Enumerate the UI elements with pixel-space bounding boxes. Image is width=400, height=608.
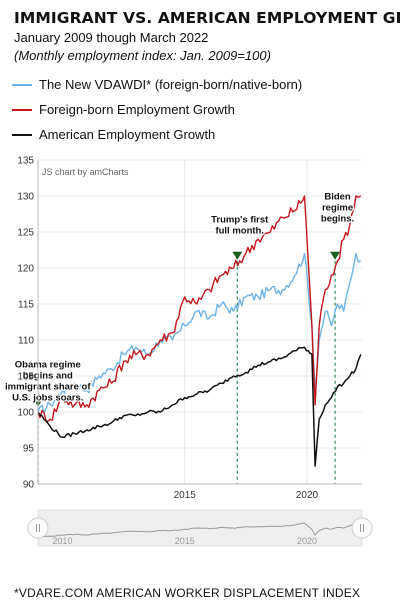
legend-item-vdawdi[interactable]: The New VDAWDI* (foreign-born/native-bor… <box>12 72 302 97</box>
scrollbar-handle-left[interactable] <box>27 517 49 539</box>
series-line-foreign <box>37 195 362 423</box>
y-tick-label: 135 <box>17 156 34 167</box>
scrollbar-handle-circle <box>27 517 49 539</box>
series-line-vdawdi <box>37 252 362 414</box>
scrollbar-handle-right[interactable] <box>351 517 373 539</box>
chart-subtitle-note: (Monthly employment index: Jan. 2009=100… <box>14 48 271 63</box>
legend-label-american: American Employment Growth <box>39 127 216 142</box>
annotation-label: Obama regime <box>15 359 81 370</box>
series-layer <box>37 195 362 467</box>
annotation-marker <box>232 251 243 260</box>
y-tick-label: 100 <box>17 408 34 419</box>
legend-swatch-american <box>12 133 32 136</box>
scrollbar-tick-label: 2020 <box>297 536 317 546</box>
x-tick-label: 2020 <box>296 490 319 501</box>
scrollbar-preview-line <box>37 522 361 538</box>
legend-swatch-foreign <box>12 108 32 111</box>
footnote: *VDARE.COM AMERICAN WORKER DISPLACEMENT … <box>14 586 361 600</box>
annotation-label: regime <box>322 203 353 214</box>
annotation-label: begins. <box>321 214 354 225</box>
scrollbar-handle-circle <box>351 517 373 539</box>
scrollbar[interactable]: 2010 2015 2020 <box>27 509 373 547</box>
legend-item-foreign[interactable]: Foreign-born Employment Growth <box>12 97 302 122</box>
legend-label-foreign: Foreign-born Employment Growth <box>39 102 235 117</box>
y-tick-label: 115 <box>18 300 34 311</box>
y-tick-label: 95 <box>23 444 35 455</box>
y-tick-label: 105 <box>17 372 34 383</box>
annotation-label: begins and <box>23 370 73 381</box>
chart-subtitle: January 2009 though March 2022 <box>14 30 209 45</box>
y-tick-label: 130 <box>17 192 34 203</box>
annotation-label: Biden <box>324 192 351 203</box>
legend-item-american[interactable]: American Employment Growth <box>12 122 302 147</box>
annotation-label: immigrant share of <box>5 381 91 392</box>
y-tick-label: 125 <box>17 228 34 239</box>
chart-title: IMMIGRANT VS. AMERICAN EMPLOYMENT GROWTH <box>14 9 400 27</box>
y-tick-label: 120 <box>17 264 34 275</box>
chart-legend: The New VDAWDI* (foreign-born/native-bor… <box>12 72 302 147</box>
annotation-label: U.S. jobs soars. <box>12 392 83 403</box>
scrollbar-tick-label: 2015 <box>175 536 195 546</box>
annotation-label: Trump's first <box>211 215 269 226</box>
scrollbar-tick-label: 2010 <box>52 536 72 546</box>
y-tick-label: 90 <box>23 480 35 491</box>
annotation-marker <box>330 251 341 260</box>
x-tick-label: 2015 <box>174 490 197 501</box>
legend-label-vdawdi: The New VDAWDI* (foreign-born/native-bor… <box>39 77 303 92</box>
series-line-american <box>37 346 362 467</box>
grid-layer <box>38 159 362 485</box>
y-tick-label: 110 <box>18 336 34 347</box>
legend-swatch-vdawdi <box>12 83 32 86</box>
axis-layer: 90 95 100 105 110 115 120 125 130 135 2015 2020 <box>17 156 362 501</box>
chart-credit[interactable]: JS chart by amCharts <box>42 167 129 177</box>
annotation-label: full month. <box>215 226 264 237</box>
annotation-lines <box>37 260 336 484</box>
